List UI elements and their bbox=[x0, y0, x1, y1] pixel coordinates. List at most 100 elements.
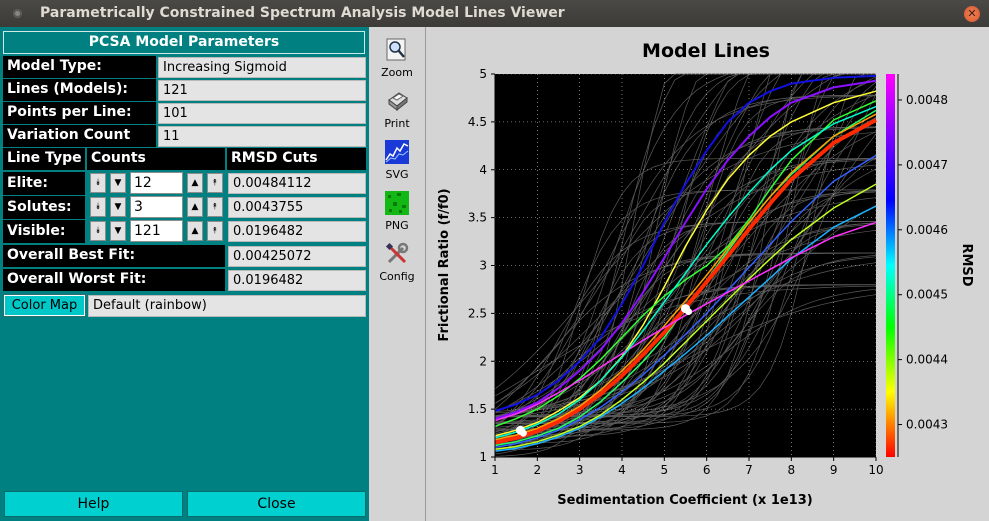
elite-label: Elite: bbox=[3, 172, 85, 195]
variation-count-label: Variation Count bbox=[3, 125, 156, 147]
model-line-5 bbox=[494, 113, 877, 441]
background-model-line bbox=[494, 86, 877, 419]
zoom-label: Zoom bbox=[381, 66, 413, 79]
elite-increment-fast-button[interactable]: ⯭ bbox=[207, 173, 223, 193]
print-label: Print bbox=[384, 117, 410, 130]
print-tool-button[interactable]: Print bbox=[369, 89, 425, 130]
lines-models-label: Lines (Models): bbox=[3, 79, 156, 101]
background-model-line bbox=[494, 221, 876, 444]
visible-increment-fast-button[interactable]: ⯭ bbox=[207, 221, 223, 241]
svg-tool-button[interactable]: SVG bbox=[369, 140, 425, 181]
model-line-10 bbox=[494, 221, 877, 422]
solutes-count-input[interactable]: 3 bbox=[130, 196, 183, 218]
y-tick-label: 1.5 bbox=[468, 402, 487, 416]
variation-count-value: 11 bbox=[158, 126, 366, 147]
model-line-1 bbox=[494, 79, 877, 420]
x-tick-label: 1 bbox=[491, 463, 499, 477]
solutes-label: Solutes: bbox=[3, 196, 85, 219]
counts-header: Counts bbox=[87, 148, 225, 170]
y-tick-label: 3.5 bbox=[468, 211, 487, 225]
x-axis: 1 2 3 4 5 6 7 8 9 10 bbox=[491, 456, 884, 477]
visible-rmsd-value: 0.0196482 bbox=[228, 221, 366, 242]
print-icon bbox=[388, 92, 408, 112]
color-map-button[interactable]: Color Map bbox=[3, 294, 86, 317]
y-tick-label: 4.5 bbox=[468, 115, 487, 129]
model-line-9 bbox=[494, 183, 877, 451]
svg-icon bbox=[385, 140, 409, 164]
panel-header: PCSA Model Parameters bbox=[3, 31, 365, 54]
model-line-11 bbox=[494, 105, 877, 439]
window-menu-icon[interactable] bbox=[13, 9, 22, 18]
visible-increment-button[interactable]: ▲ bbox=[187, 221, 203, 241]
x-tick-label: 3 bbox=[576, 463, 584, 477]
elite-increment-button[interactable]: ▲ bbox=[187, 173, 203, 193]
color-scale-bar bbox=[886, 74, 895, 457]
close-button[interactable]: Close bbox=[187, 491, 366, 517]
config-icon bbox=[385, 242, 409, 264]
x-tick-label: 8 bbox=[788, 463, 796, 477]
solutes-increment-fast-button[interactable]: ⯭ bbox=[207, 197, 223, 217]
elite-decrement-button[interactable]: ▼ bbox=[110, 173, 126, 193]
model-line-0 bbox=[494, 74, 877, 412]
x-axis-label: Sedimentation Coefficient (x 1e13) bbox=[557, 493, 812, 508]
points-per-line-value: 101 bbox=[158, 103, 366, 124]
visible-decrement-button[interactable]: ▼ bbox=[110, 221, 126, 241]
x-tick-label: 4 bbox=[618, 463, 626, 477]
config-tool-button[interactable]: Config bbox=[369, 242, 425, 283]
color-scale-tick-label: 0.0044 bbox=[906, 353, 948, 367]
x-tick-label: 10 bbox=[868, 463, 883, 477]
window-close-button[interactable]: ✕ bbox=[964, 6, 980, 22]
y-tick-label: 2 bbox=[479, 354, 487, 368]
png-tool-button[interactable]: PNG bbox=[369, 191, 425, 232]
model-type-value: Increasing Sigmoid bbox=[158, 57, 366, 78]
rmsd-cuts-header: RMSD Cuts bbox=[227, 148, 366, 170]
background-model-line bbox=[494, 252, 876, 410]
plot-toolbar: Zoom Print SVG PNG bbox=[369, 27, 426, 521]
color-scale-tick-label: 0.0046 bbox=[906, 223, 948, 237]
best-fit-value: 0.00425072 bbox=[228, 246, 366, 267]
background-model-line bbox=[494, 157, 877, 417]
color-scale-tick-label: 0.0048 bbox=[906, 93, 948, 107]
solutes-increment-button[interactable]: ▲ bbox=[187, 197, 203, 217]
background-model-line bbox=[494, 157, 876, 452]
plot-area: Model Lines 1 2 3 4 5 6 7 8 9 10 1 1.5 2 2.5 3 3.5 4 4.5… bbox=[426, 27, 989, 521]
y-axis-label: Frictional Ratio (f/f0) bbox=[437, 188, 452, 341]
points-per-line-label: Points per Line: bbox=[3, 102, 156, 124]
color-map-value: Default (rainbow) bbox=[88, 295, 366, 317]
zoom-tool-button[interactable]: Zoom bbox=[369, 38, 425, 79]
x-tick-label: 5 bbox=[661, 463, 669, 477]
x-tick-label: 6 bbox=[703, 463, 711, 477]
x-tick-label: 2 bbox=[534, 463, 542, 477]
color-scale-tick-label: 0.0043 bbox=[906, 418, 948, 432]
elite-count-input[interactable]: 12 bbox=[130, 172, 183, 194]
visible-label: Visible: bbox=[3, 220, 85, 243]
model-type-label: Model Type: bbox=[3, 56, 156, 78]
y-tick-label: 3 bbox=[479, 259, 487, 273]
zoom-icon bbox=[386, 38, 406, 61]
best-fit-label: Overall Best Fit: bbox=[3, 245, 225, 267]
color-scale-tick-label: 0.0047 bbox=[906, 158, 948, 172]
parameters-panel: PCSA Model Parameters Model Type: Increa… bbox=[0, 27, 369, 521]
y-axis: 1 1.5 2 2.5 3 3.5 4 4.5 5 bbox=[468, 67, 496, 464]
solutes-decrement-fast-button[interactable]: ⯯ bbox=[90, 197, 106, 217]
solutes-rmsd-value: 0.0043755 bbox=[228, 197, 366, 218]
model-line-2 bbox=[494, 90, 877, 437]
model-line-8 bbox=[494, 154, 877, 449]
background-model-line bbox=[494, 93, 877, 417]
window-title: Parametrically Constrained Spectrum Anal… bbox=[40, 5, 565, 21]
help-button[interactable]: Help bbox=[4, 491, 183, 517]
model-lines-chart[interactable]: Model Lines 1 2 3 4 5 6 7 8 9 10 1 1.5 2 2.5 3 3.5 4 4.5… bbox=[426, 27, 989, 521]
y-tick-label: 1 bbox=[479, 450, 487, 464]
png-label: PNG bbox=[385, 219, 409, 232]
line-type-header: Line Type bbox=[3, 148, 85, 170]
background-model-line bbox=[494, 73, 876, 435]
color-scale-label: RMSD bbox=[959, 243, 974, 286]
color-scale-axis: 0.0043 0.0044 0.0045 0.0046 0.0047 0.0048 bbox=[897, 74, 948, 457]
visible-decrement-fast-button[interactable]: ⯯ bbox=[90, 221, 106, 241]
visible-count-input[interactable]: 121 bbox=[130, 220, 183, 242]
elite-decrement-fast-button[interactable]: ⯯ bbox=[90, 173, 106, 193]
background-model-line bbox=[494, 197, 877, 413]
solutes-decrement-button[interactable]: ▼ bbox=[110, 197, 126, 217]
y-tick-label: 5 bbox=[479, 67, 487, 81]
chart-title: Model Lines bbox=[642, 40, 770, 62]
